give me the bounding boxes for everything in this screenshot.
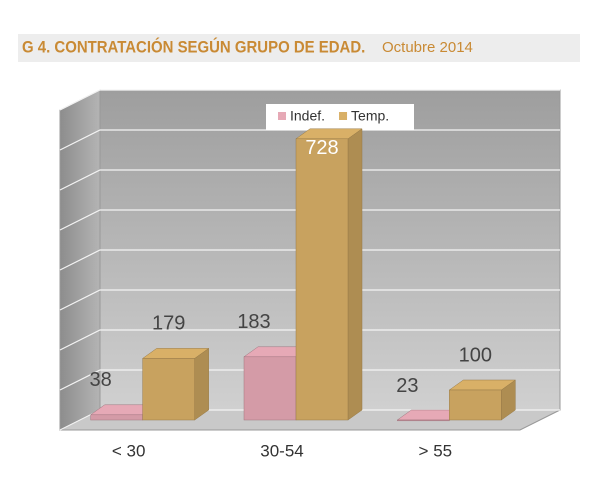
chart-title: G 4. CONTRATACIÓN SEGÚN GRUPO DE EDAD. [22, 37, 365, 57]
grid-line [59, 289, 560, 311]
data-label: 183 [237, 311, 270, 333]
legend-label: Indef. [290, 108, 325, 124]
legend: Indef. Temp. [266, 104, 414, 130]
legend-swatch [339, 112, 348, 120]
bar-side [194, 347, 209, 421]
bar [448, 379, 517, 421]
grid-line [59, 209, 560, 231]
x-tick-label: > 55 [419, 441, 453, 460]
bar-front [243, 356, 297, 421]
data-label: 179 [152, 313, 185, 335]
title-bar [18, 34, 580, 62]
chart-subtitle: Octubre 2014 [382, 39, 473, 56]
bar-front [449, 389, 502, 421]
bar [295, 128, 363, 421]
x-tick-label: < 30 [112, 441, 146, 460]
grid-line [59, 369, 560, 391]
legend-swatch [278, 112, 286, 120]
data-label: 728 [305, 137, 338, 159]
data-label: 23 [396, 375, 418, 397]
grid-line [59, 249, 560, 271]
grid-line [59, 169, 560, 191]
bar-side [347, 128, 363, 421]
x-tick-label: 30-54 [260, 441, 303, 460]
grid-line [59, 89, 560, 111]
data-label: 38 [90, 369, 112, 391]
bar-front [90, 414, 143, 421]
grid-line [59, 329, 560, 351]
data-label: 100 [459, 344, 492, 366]
bar [141, 347, 210, 421]
bar-front [397, 419, 450, 422]
bar-front [295, 138, 349, 421]
bar-front [142, 358, 195, 421]
legend-label: Temp. [351, 108, 389, 124]
